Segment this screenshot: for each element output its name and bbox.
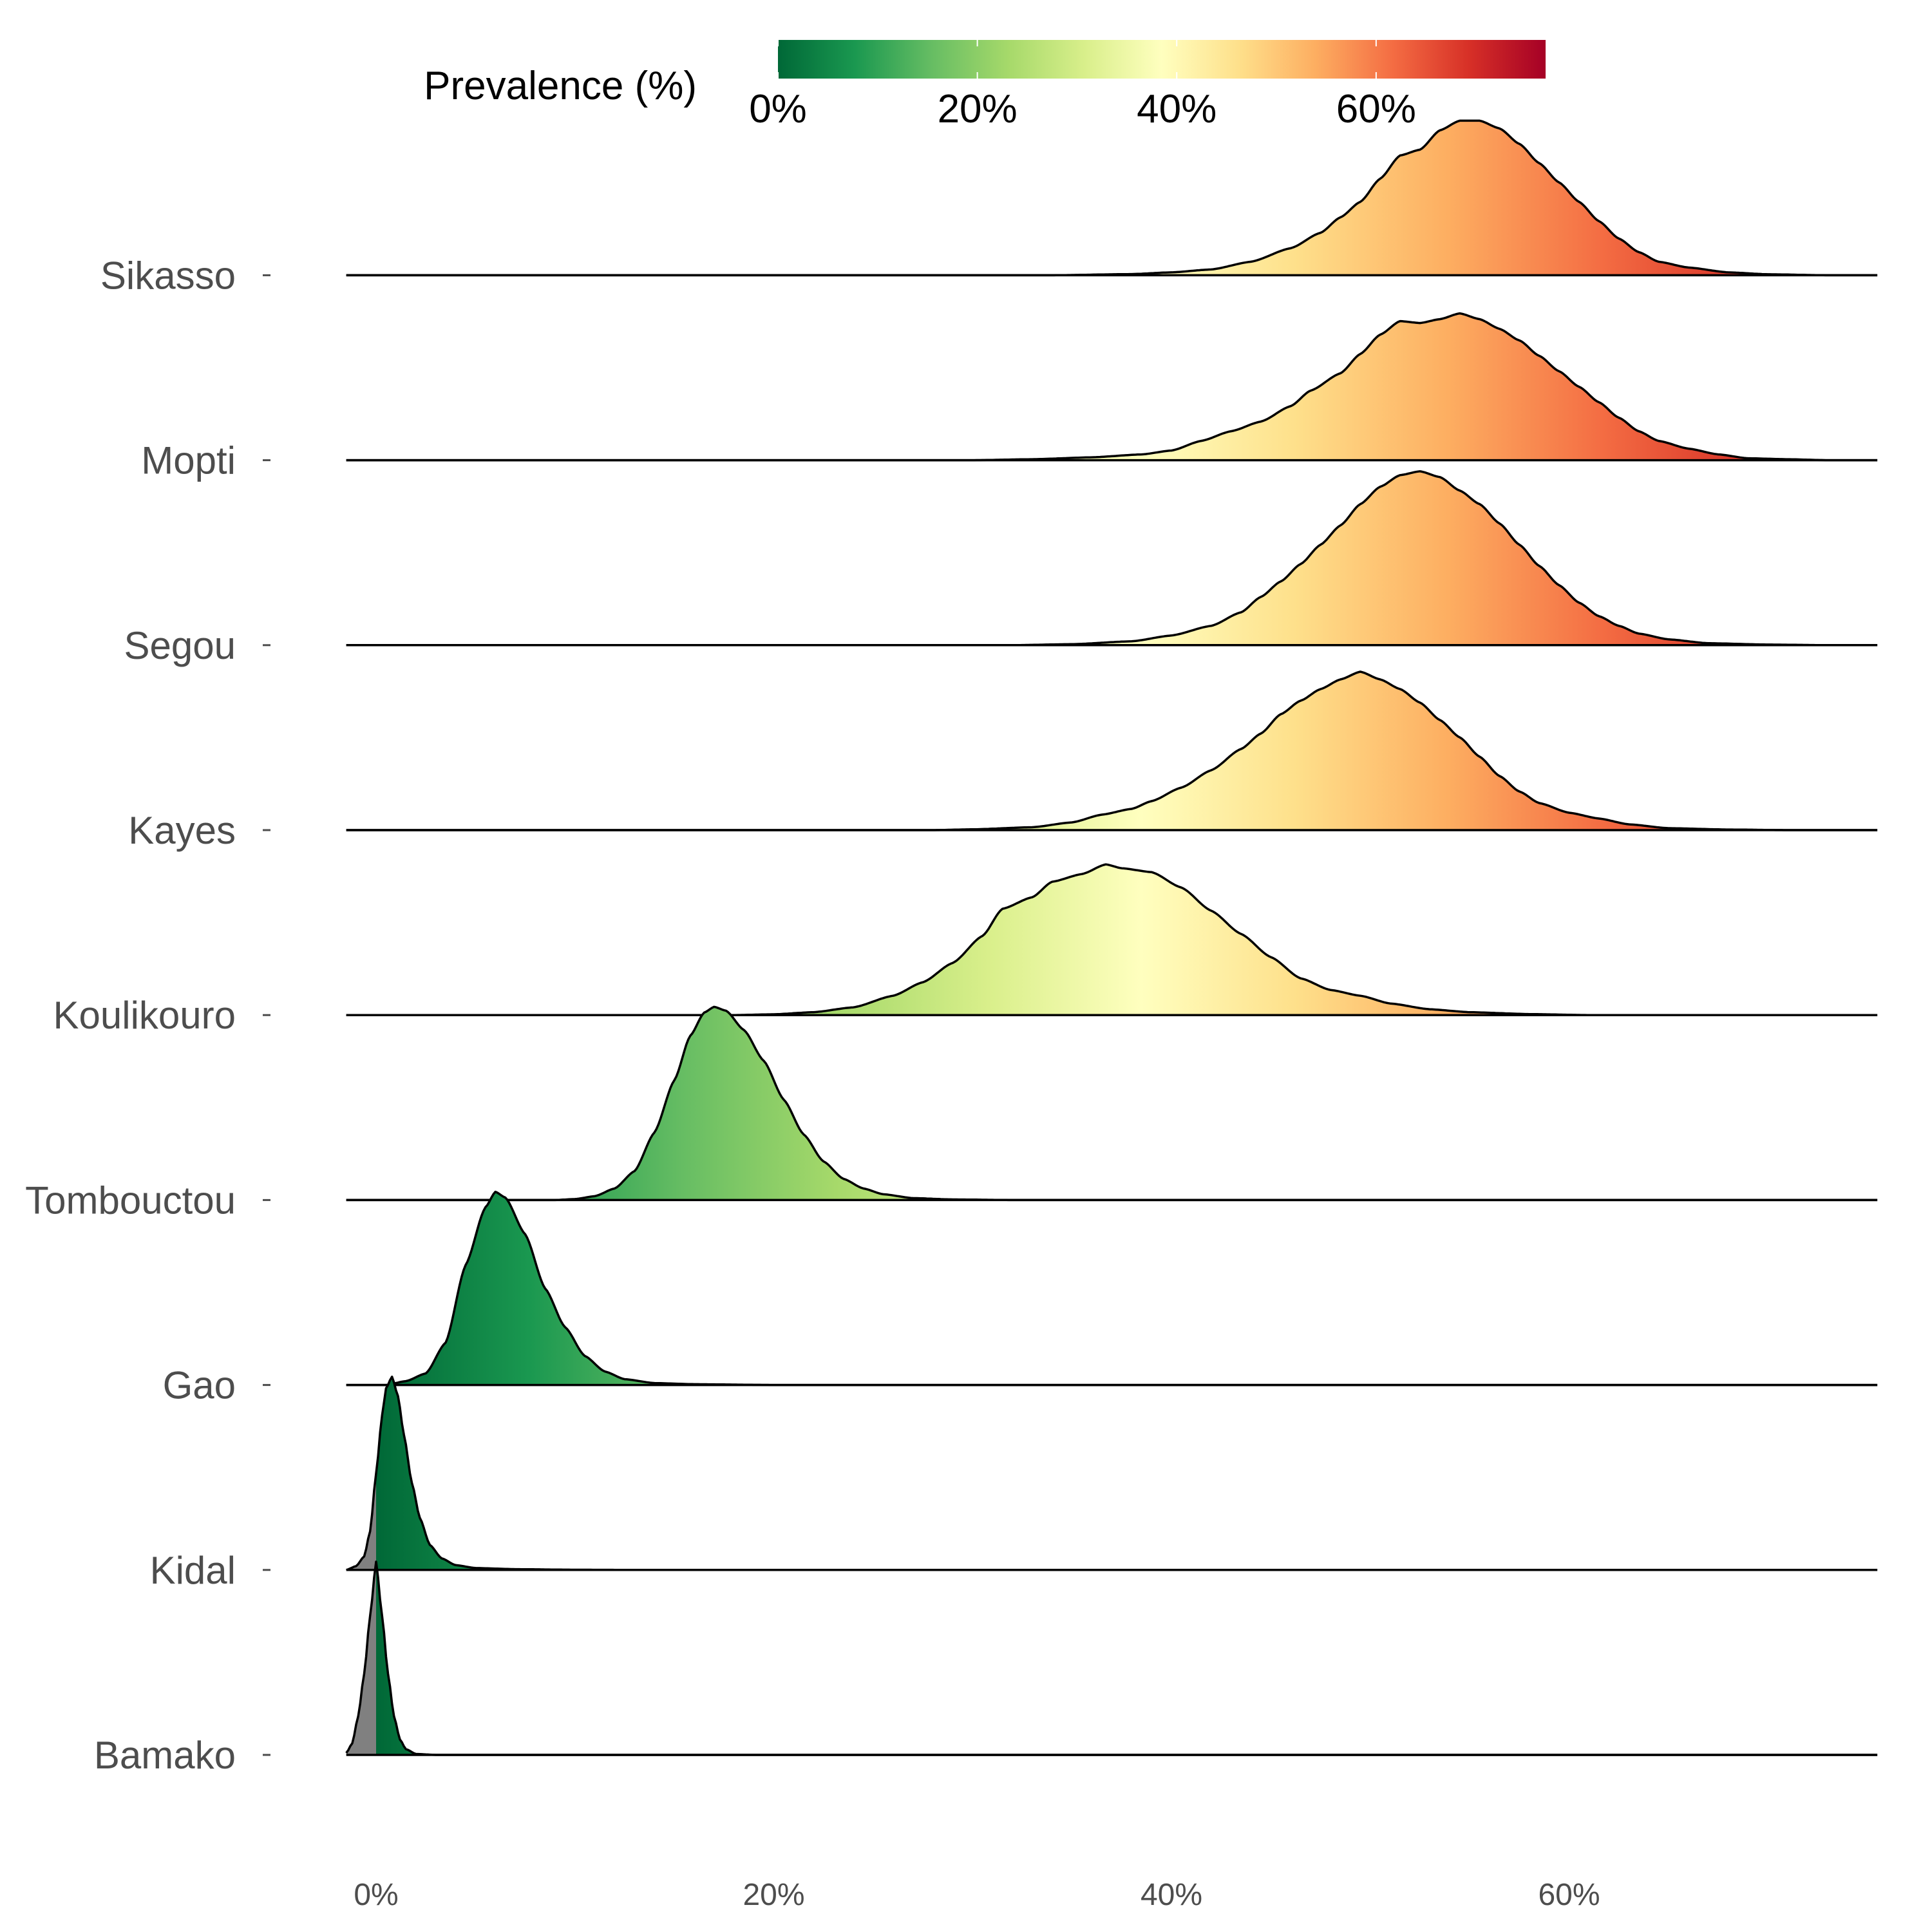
ridge-kayes <box>346 670 1878 831</box>
y-axis: Sikasso Mopti Segou Kayes Koulikouro Tombouct… <box>25 254 270 1777</box>
ridge-kidal <box>346 1376 1878 1571</box>
ridge-outline-kayes <box>346 670 1878 831</box>
ridge-bamako <box>345 1560 1878 1756</box>
ridge-outline-kidal <box>346 1376 1878 1571</box>
legend-tick-label: 60% <box>1336 87 1416 131</box>
ridge-area-sikasso <box>346 120 1878 276</box>
x-tick-label: 40% <box>1141 1878 1202 1912</box>
ridge-outline-koulikouro <box>346 863 1878 1016</box>
ridge-area-tombouctou <box>346 1007 1878 1200</box>
category-label: Sikasso <box>100 254 236 297</box>
ridge-area-koulikouro <box>346 864 1878 1016</box>
legend-tick-label: 20% <box>938 87 1018 131</box>
ridge-area-kayes <box>346 672 1878 830</box>
ridge-area-segou <box>346 471 1878 645</box>
ridge-outline-gao <box>346 1190 1878 1387</box>
category-label: Mopti <box>141 439 236 482</box>
ridge-outline-sikasso <box>346 119 1878 277</box>
ridges <box>345 119 1878 1756</box>
ridge-outline-tombouctou <box>346 1005 1878 1202</box>
ridge-tombouctou <box>346 1005 1878 1202</box>
ridge-outline-mopti <box>346 312 1878 462</box>
category-label: Kidal <box>150 1549 236 1592</box>
ridge-area-kidal <box>346 1376 1878 1570</box>
ridge-koulikouro <box>346 863 1878 1016</box>
category-label: Segou <box>124 624 236 667</box>
category-label: Tombouctou <box>25 1179 236 1222</box>
ridge-outline-segou <box>346 470 1878 647</box>
ridge-segou <box>346 470 1878 647</box>
ridge-sikasso <box>346 119 1878 277</box>
legend-title: Prevalence (%) <box>424 64 697 108</box>
category-label: Bamako <box>94 1734 236 1777</box>
category-label: Gao <box>163 1364 236 1407</box>
category-label: Kayes <box>128 809 236 852</box>
x-tick-label: 60% <box>1538 1878 1600 1912</box>
ridge-gao <box>346 1190 1878 1387</box>
ridge-outline-bamako <box>345 1560 1878 1756</box>
legend-tick-label: 0% <box>749 87 807 131</box>
x-axis: 0% 20% 40% 60% <box>354 1878 1600 1912</box>
x-tick-label: 20% <box>743 1878 804 1912</box>
color-legend: Prevalence (%) 0% 20% 40% 60% <box>424 40 1546 131</box>
ridge-mopti <box>346 312 1878 462</box>
ridge-area-gao <box>346 1191 1878 1385</box>
legend-tick-label: 40% <box>1137 87 1217 131</box>
x-tick-label: 0% <box>354 1878 398 1912</box>
ridge-area-mopti <box>346 313 1878 460</box>
category-label: Koulikouro <box>53 994 236 1037</box>
ridge-area-bamako <box>346 1562 1878 1755</box>
legend-colorbar <box>778 40 1546 79</box>
